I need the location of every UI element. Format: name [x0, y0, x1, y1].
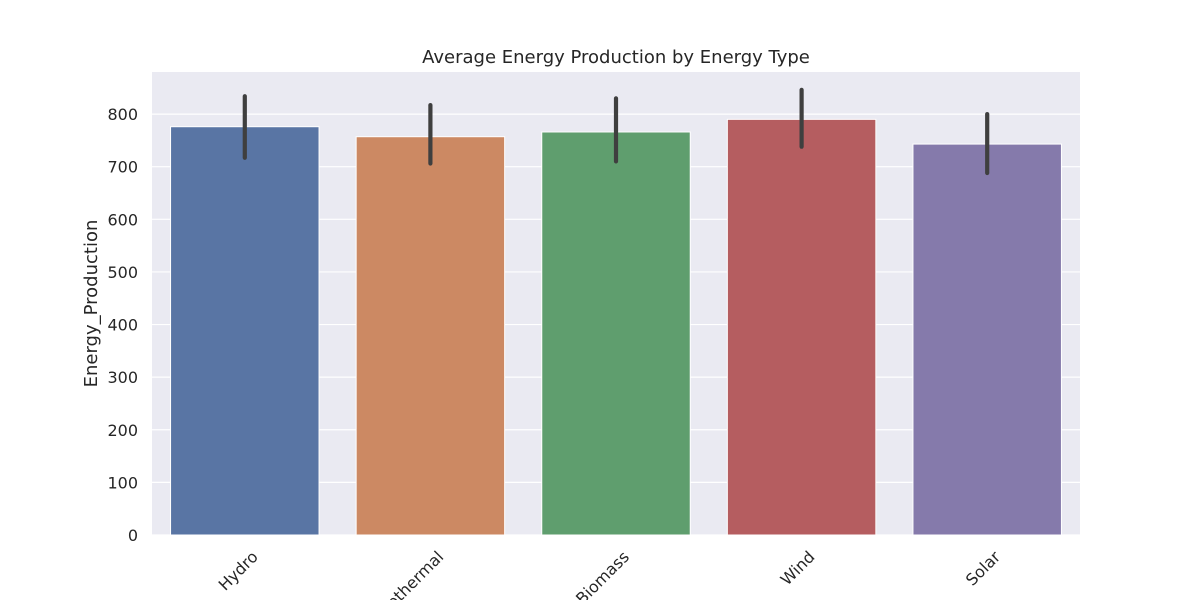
x-tick-label: Biomass [572, 547, 633, 600]
x-tick-label: Wind [777, 547, 819, 589]
bars [170, 118, 1062, 536]
error-bars [242, 87, 990, 176]
y-tick-label: 600 [107, 210, 138, 229]
x-tick-label: Geothermal [367, 547, 447, 600]
bar-solar [912, 143, 1062, 536]
y-tick-label: 0 [128, 526, 138, 545]
y-tick-label: 400 [107, 316, 138, 335]
y-tick-label: 100 [107, 473, 138, 492]
y-tick-label: 700 [107, 158, 138, 177]
chart-title: Average Energy Production by Energy Type [422, 47, 810, 68]
bar-hydro [170, 126, 320, 536]
x-tick-labels: Hydro Geothermal Biomass Wind Solar [215, 547, 1005, 600]
y-tick-label: 200 [107, 421, 138, 440]
bar-geothermal [355, 136, 506, 536]
y-tick-label: 500 [107, 263, 138, 282]
x-tick-label: Solar [962, 547, 1005, 590]
x-tick-label: Hydro [215, 547, 262, 594]
bar-wind [726, 118, 877, 536]
y-tick-label: 800 [107, 105, 138, 124]
y-tick-label: 300 [107, 368, 138, 387]
bar-biomass [541, 131, 691, 536]
y-axis-title: Energy_Production [81, 220, 102, 388]
y-tick-labels: 0 100 200 300 400 500 600 700 800 [107, 105, 138, 545]
